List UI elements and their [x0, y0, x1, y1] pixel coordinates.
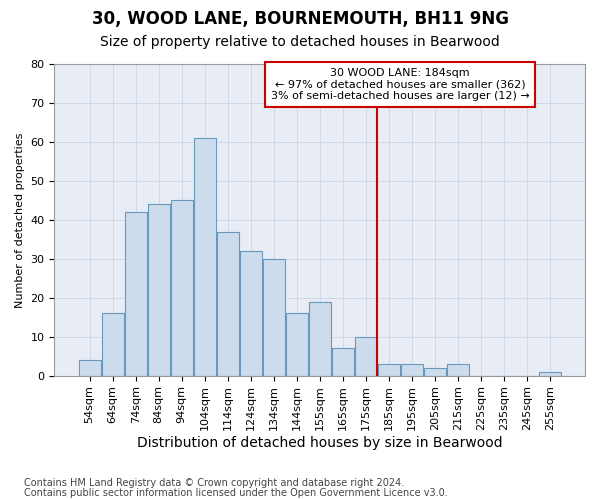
Bar	[446, 364, 469, 376]
Bar	[263, 259, 285, 376]
Bar	[101, 314, 124, 376]
Bar	[401, 364, 423, 376]
Bar	[217, 232, 239, 376]
Text: 30 WOOD LANE: 184sqm
← 97% of detached houses are smaller (362)
3% of semi-detac: 30 WOOD LANE: 184sqm ← 97% of detached h…	[271, 68, 530, 101]
Bar	[355, 337, 377, 376]
Bar	[332, 348, 354, 376]
Text: Size of property relative to detached houses in Bearwood: Size of property relative to detached ho…	[100, 35, 500, 49]
Bar	[539, 372, 561, 376]
Text: 30, WOOD LANE, BOURNEMOUTH, BH11 9NG: 30, WOOD LANE, BOURNEMOUTH, BH11 9NG	[91, 10, 509, 28]
Bar	[194, 138, 216, 376]
Text: Contains public sector information licensed under the Open Government Licence v3: Contains public sector information licen…	[24, 488, 448, 498]
Y-axis label: Number of detached properties: Number of detached properties	[15, 132, 25, 308]
Bar	[79, 360, 101, 376]
Bar	[286, 314, 308, 376]
Bar	[308, 302, 331, 376]
Bar	[170, 200, 193, 376]
Bar	[125, 212, 147, 376]
Bar	[148, 204, 170, 376]
Bar	[239, 251, 262, 376]
Text: Contains HM Land Registry data © Crown copyright and database right 2024.: Contains HM Land Registry data © Crown c…	[24, 478, 404, 488]
Bar	[424, 368, 446, 376]
Bar	[377, 364, 400, 376]
X-axis label: Distribution of detached houses by size in Bearwood: Distribution of detached houses by size …	[137, 436, 503, 450]
